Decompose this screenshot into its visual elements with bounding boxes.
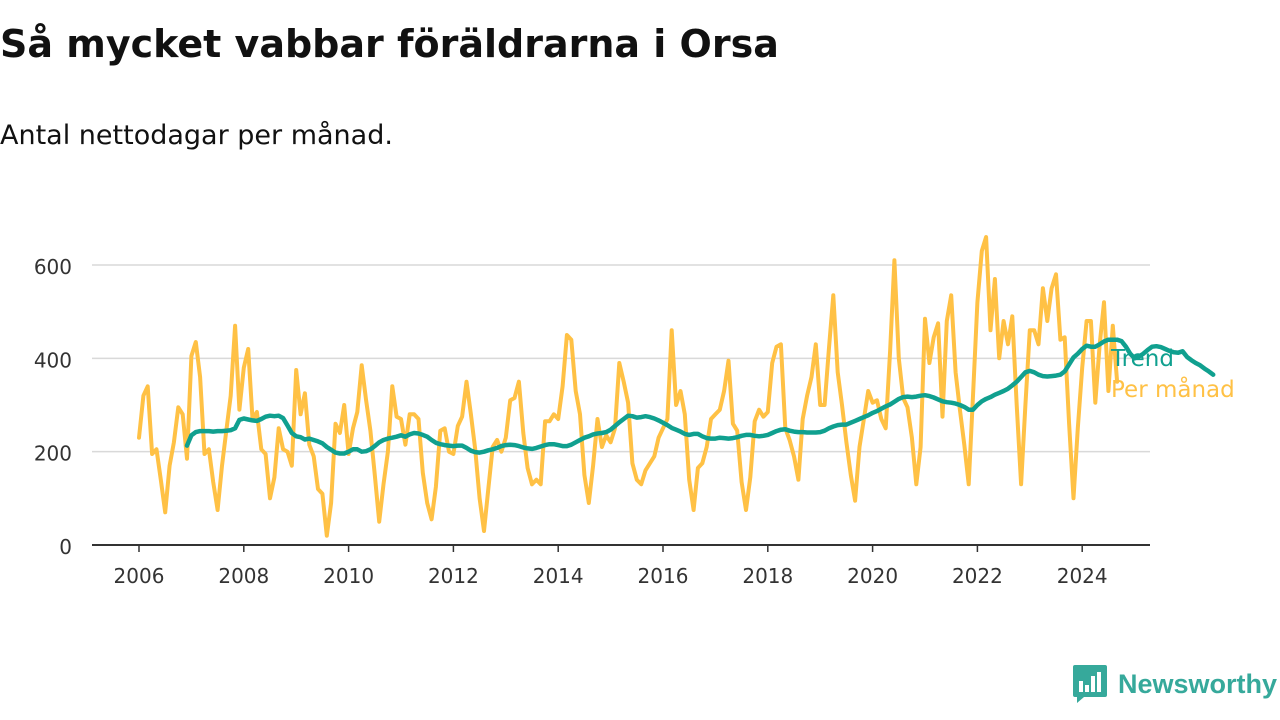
brand-name: Newsworthy <box>1118 668 1278 699</box>
x-tick-label: 2016 <box>638 564 689 588</box>
y-tick-label: 0 <box>59 535 72 559</box>
x-tick-label: 2018 <box>742 564 793 588</box>
x-tick-label: 2022 <box>952 564 1003 588</box>
brand-logo: Newsworthy <box>1072 664 1277 704</box>
chart-plot: 0 200 400 600 2006 2008 2010 2012 2014 2016 2018 20… <box>34 235 1235 588</box>
chart-subtitle: Antal nettodagar per månad. <box>0 120 393 151</box>
x-tick-label: 2010 <box>323 564 374 588</box>
x-tick-label: 2006 <box>114 564 165 588</box>
series-trend-line <box>184 337 1216 456</box>
series-label-trend: Trend <box>1110 346 1174 372</box>
y-tick-label: 600 <box>34 255 72 279</box>
series-labels: Trend Per månad <box>1110 346 1235 403</box>
x-tick-label: 2024 <box>1057 564 1108 588</box>
x-tick-label: 2008 <box>218 564 269 588</box>
series-label-per-manad: Per månad <box>1111 375 1235 403</box>
y-tick-label: 400 <box>34 348 72 372</box>
x-tick-label: 2014 <box>533 564 584 588</box>
x-tick-label: 2012 <box>428 564 479 588</box>
series-lines <box>137 235 1216 538</box>
x-tick-label: 2020 <box>847 564 898 588</box>
axes: 0 200 400 600 2006 2008 2010 2012 2014 2016 2018 20… <box>34 255 1150 588</box>
chart-title: Så mycket vabbar föräldrarna i Orsa <box>0 22 779 66</box>
newsworthy-logo-icon <box>1073 665 1107 703</box>
y-tick-label: 200 <box>34 442 72 466</box>
series-per-manad-line <box>137 235 1120 538</box>
